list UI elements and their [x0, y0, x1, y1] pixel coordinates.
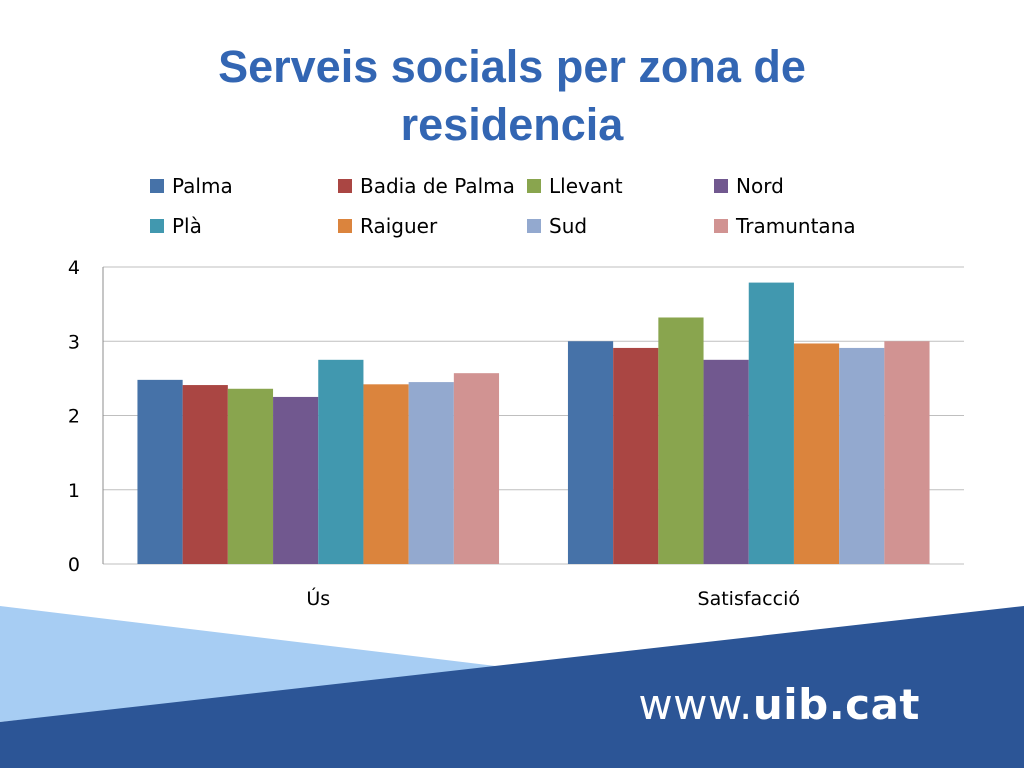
bar	[567, 341, 614, 564]
footer-band	[0, 606, 1024, 768]
y-tick-label: 1	[68, 480, 80, 502]
legend-label: Sud	[549, 214, 587, 238]
footer-dark-band	[0, 606, 1024, 768]
legend-swatch	[527, 219, 541, 233]
legend-swatch	[150, 219, 164, 233]
bar	[363, 384, 409, 564]
bar	[658, 317, 704, 564]
legend-label: Nord	[736, 174, 784, 198]
x-category-label: Satisfacció	[698, 588, 800, 610]
bar	[273, 396, 319, 564]
bar	[884, 341, 930, 564]
bar	[318, 359, 364, 564]
legend-label: Tramuntana	[735, 214, 856, 238]
legend-swatch	[527, 179, 541, 193]
y-tick-label: 4	[68, 257, 80, 279]
legend-label: Palma	[172, 174, 233, 198]
slide-title: Serveis socials per zona de residencia	[0, 38, 1024, 154]
y-tick-label: 2	[68, 406, 80, 428]
footer-url: www.uib.cat	[638, 680, 920, 729]
slide-title-line-2: residencia	[400, 99, 624, 150]
slide-title-line-1: Serveis socials per zona de	[218, 41, 806, 92]
bar	[839, 347, 885, 564]
footer-url-prefix: www.	[638, 680, 753, 729]
bar	[408, 382, 454, 564]
legend-label: Plà	[172, 214, 202, 238]
axes: 0 1 2 3 4 Ús Satisfacció	[68, 257, 800, 610]
bar	[748, 282, 794, 564]
bar	[137, 379, 183, 564]
legend: Palma Badia de Palma Llevant Nord Plà Raiguer…	[150, 174, 856, 238]
footer-url-domain: uib.cat	[752, 680, 920, 729]
legend-label: Badia de Palma	[360, 174, 515, 198]
legend-swatch	[150, 179, 164, 193]
y-tick-label: 3	[68, 331, 80, 353]
x-category-label: Ús	[306, 586, 330, 610]
bar	[227, 388, 274, 564]
legend-label: Llevant	[549, 174, 623, 198]
bar	[453, 373, 500, 564]
legend-swatch	[714, 219, 728, 233]
legend-swatch	[338, 179, 352, 193]
bar	[182, 385, 228, 564]
legend-swatch	[714, 179, 728, 193]
bar	[703, 359, 749, 564]
footer-light-band	[0, 606, 512, 722]
legend-label: Raiguer	[360, 214, 438, 238]
bars	[137, 282, 930, 564]
legend-swatch	[338, 219, 352, 233]
bar	[613, 347, 659, 564]
y-tick-label: 0	[68, 554, 80, 576]
bar	[793, 343, 840, 564]
